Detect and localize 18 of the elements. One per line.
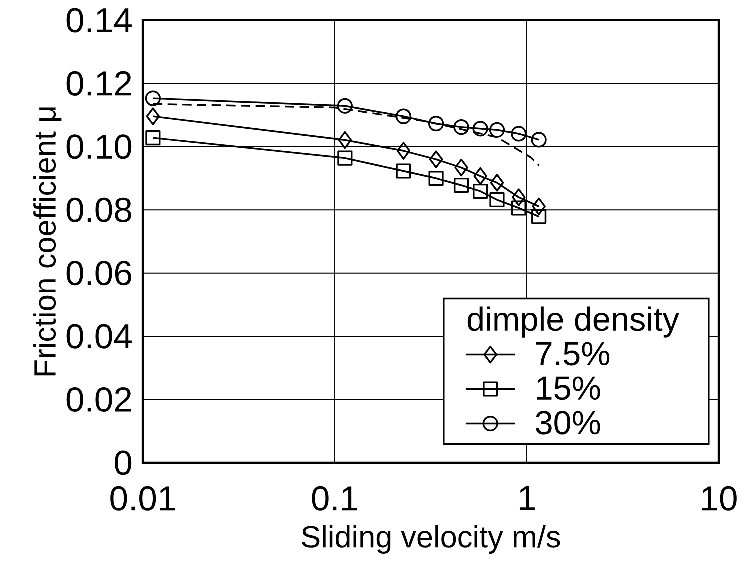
- y-tick-label: 0.12: [66, 71, 132, 96]
- legend-label: 7.5%: [536, 342, 610, 366]
- y-tick-label: 0.08: [66, 198, 132, 222]
- y-tick-label: 0.14: [66, 8, 132, 33]
- y-tick-label: 0.02: [66, 387, 132, 412]
- y-tick-label: 0: [115, 450, 132, 476]
- legend-label: 30%: [536, 411, 600, 435]
- y-tick-label: 0.06: [66, 261, 132, 286]
- x-tick-label: 1: [520, 486, 535, 510]
- x-axis-title: Sliding velocity m/s: [302, 525, 560, 554]
- y-tick-label: 0.10: [66, 134, 132, 160]
- y-tick-label: 0.04: [66, 324, 132, 349]
- x-tick-label: 0.1: [312, 486, 358, 511]
- legend-title: dimple density: [468, 306, 680, 338]
- y-axis-title: Friction coefficient μ: [34, 108, 62, 376]
- x-tick-label: 10: [702, 486, 737, 511]
- legend-label: 15%: [537, 376, 600, 400]
- x-tick-label: 0.01: [110, 486, 176, 511]
